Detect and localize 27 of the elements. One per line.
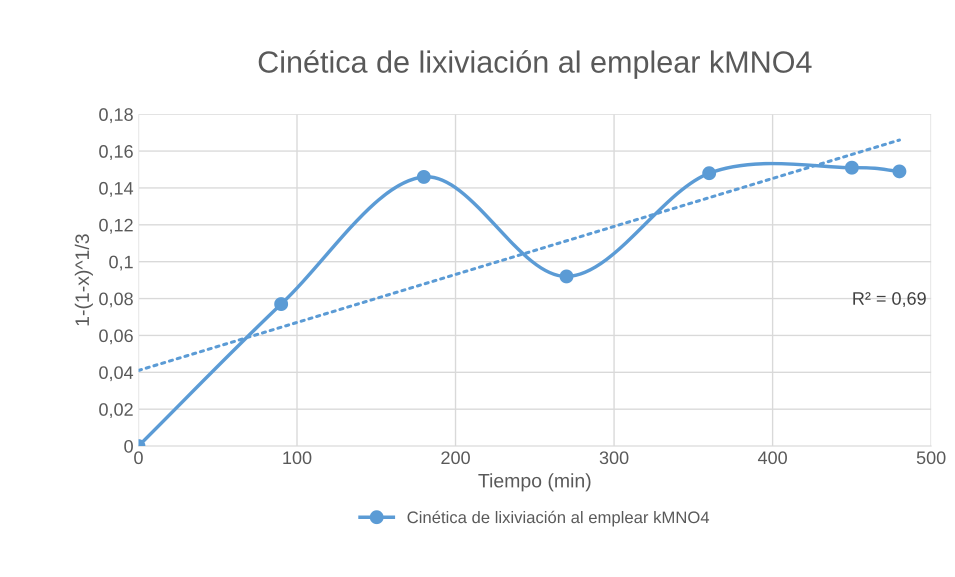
chart-title: Cinética de lixiviación al emplear kMNO4 [258,50,812,79]
x-tick-label: 400 [758,451,787,464]
y-tick-label: 0,14 [99,182,134,197]
y-tick-label: 0,1 [109,256,133,271]
y-tick-label: 0,16 [99,145,133,160]
y-tick-label: 0 [124,440,133,453]
y-tick-label: 0,08 [99,292,133,308]
x-tick-label: 100 [283,451,312,464]
point [892,164,906,178]
y-tick-label: 0,18 [99,108,133,124]
y-tick-label: 0,06 [99,329,133,344]
point [560,270,574,284]
point [274,297,288,312]
x-tick-label: 500 [916,451,946,464]
legend-label: Cinética de lixiviación al emplear kMNO4 [408,510,710,527]
y-tick-label: 0,02 [99,403,133,418]
point [416,170,431,184]
point [844,160,859,175]
annotation: R² = 0,69 [853,292,926,308]
x-tick-label: 300 [600,451,628,464]
point [702,166,716,180]
x-tick-label: 0 [134,451,143,464]
y-axis-title: 1-(1-x)^1/3 [74,234,93,326]
x-tick-label: 200 [441,451,470,464]
y-tick-label: 0,12 [99,218,133,234]
y-tick-label: 0,04 [99,366,134,382]
x-axis-title: Tiempo (min) [478,473,590,492]
